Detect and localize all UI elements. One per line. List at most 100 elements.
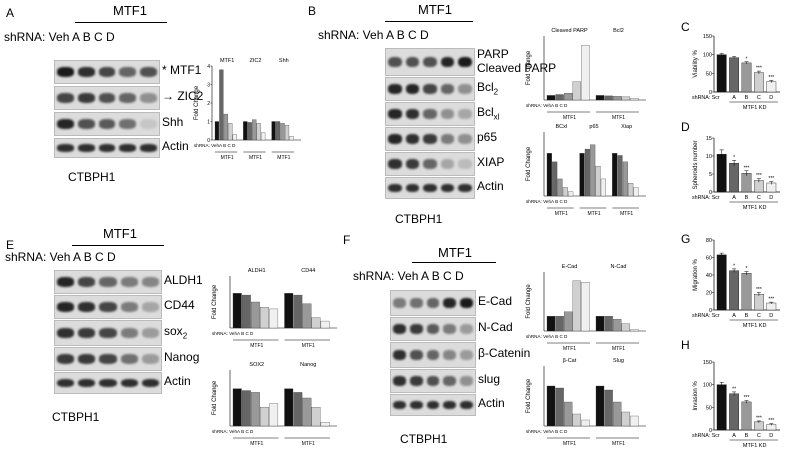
bar <box>269 308 279 329</box>
significance-stars: *** <box>744 165 750 171</box>
blot-strip <box>385 48 475 76</box>
bar <box>766 302 777 311</box>
blot-band <box>99 354 117 364</box>
blot-label: XIAP <box>477 155 505 169</box>
bar <box>630 329 639 332</box>
spheroids-chart: Spheroids number 0 5 10 15 * A *** B *** C *** DshRN… <box>692 136 780 211</box>
x-tick-label: B <box>745 195 749 201</box>
significance-stars: *** <box>756 287 762 293</box>
blot-strip <box>54 347 162 371</box>
y-axis-label: Spheroids number <box>693 140 699 189</box>
blot-band <box>458 159 472 169</box>
blot-band <box>120 327 138 339</box>
blot-label: Actin <box>478 396 505 410</box>
blot-band <box>57 67 74 77</box>
bar <box>584 148 590 197</box>
blot-band <box>140 67 157 77</box>
series-title: Xiap <box>621 124 632 130</box>
fold-change-chart-b1: Fold Change Cleaved PARP MTF1 Bcl2 MTF1 shRNA… <box>526 28 646 121</box>
x-axis-label: shRNA: Scr <box>692 195 720 201</box>
blot-band <box>409 297 423 309</box>
bar <box>741 401 752 431</box>
x-axis-label: shRNA: VehA B C D <box>194 143 236 148</box>
bar <box>284 388 294 427</box>
bar <box>289 136 294 141</box>
blot-strip <box>54 60 160 84</box>
blot-band <box>388 159 402 169</box>
panel-letter-d: D <box>681 120 690 134</box>
blot-strip <box>54 86 160 110</box>
cell-line-label: CTBPH1 <box>395 212 443 226</box>
blot-band <box>443 376 457 386</box>
mtf1-bracket <box>385 21 473 22</box>
blot-band <box>458 134 472 144</box>
blot-band <box>57 144 74 152</box>
blot-band <box>388 56 402 68</box>
blot-label: → ZIC2 <box>162 89 204 103</box>
blot-band <box>426 376 440 386</box>
y-tick-label: 80 <box>706 238 712 244</box>
blot-band <box>458 183 472 193</box>
group-caption: MTF1 <box>563 346 576 352</box>
y-tick-label: 50 <box>706 405 712 411</box>
blot-band <box>423 159 437 169</box>
blot-label: CD44 <box>164 298 195 312</box>
group-caption: MTF1 <box>249 155 262 161</box>
blot-band <box>393 376 406 386</box>
bar <box>284 293 294 329</box>
significance-stars: * <box>746 266 748 272</box>
blot-band <box>141 327 159 339</box>
x-tick-label: B <box>745 313 749 319</box>
x-tick-label: D <box>769 195 773 201</box>
y-tick-label: 0 <box>709 190 712 196</box>
bar <box>546 316 556 332</box>
bar <box>716 254 727 311</box>
blot-strip <box>390 369 476 393</box>
x-tick-label: C <box>757 95 761 101</box>
bar <box>766 81 777 93</box>
blot-band <box>426 297 440 309</box>
blot-band <box>405 84 420 94</box>
y-axis-label: Fold Change <box>194 85 200 120</box>
blot-band <box>98 144 116 152</box>
significance-stars: * <box>733 263 735 269</box>
y-tick-label: 1 <box>207 120 210 126</box>
bar <box>716 54 727 93</box>
significance-stars: *** <box>756 66 762 72</box>
panel-letter-b: B <box>308 4 317 18</box>
series-title: Slug <box>613 358 624 364</box>
blot-band <box>388 109 402 119</box>
bar <box>546 385 556 427</box>
x-tick-label: A <box>732 95 736 101</box>
bar <box>600 178 606 197</box>
fold-change-chart-f2: Fold Change β-Cat MTF1 Slug MTF1 shRNA: VehA … <box>526 358 646 447</box>
blot-band <box>77 67 95 77</box>
blot-band <box>426 400 440 410</box>
x-tick-label: B <box>745 433 749 439</box>
bar <box>604 316 613 332</box>
blot-band <box>57 119 74 129</box>
bar <box>729 57 740 93</box>
bar <box>214 121 220 141</box>
x-tick-label: C <box>757 313 761 319</box>
series-title: E-Cad <box>562 264 578 270</box>
x-tick-label: B <box>745 95 749 101</box>
blot-strip <box>390 394 476 416</box>
group-caption: MTF1 <box>563 441 576 447</box>
significance-stars: * <box>733 155 735 161</box>
panel-letter-h: H <box>681 338 690 352</box>
y-axis-label: Fold Change <box>526 378 532 413</box>
blot-strip <box>54 138 160 158</box>
blot-band <box>120 302 138 312</box>
x-axis-label: shRNA: VehA B C D <box>212 429 254 434</box>
bar <box>232 293 242 329</box>
blot-band <box>77 119 95 129</box>
blot-band <box>409 376 423 386</box>
blot-band <box>405 109 420 119</box>
bar <box>581 282 590 332</box>
bar <box>555 316 564 332</box>
group-caption: MTF1 <box>555 211 568 217</box>
bar <box>311 317 321 329</box>
